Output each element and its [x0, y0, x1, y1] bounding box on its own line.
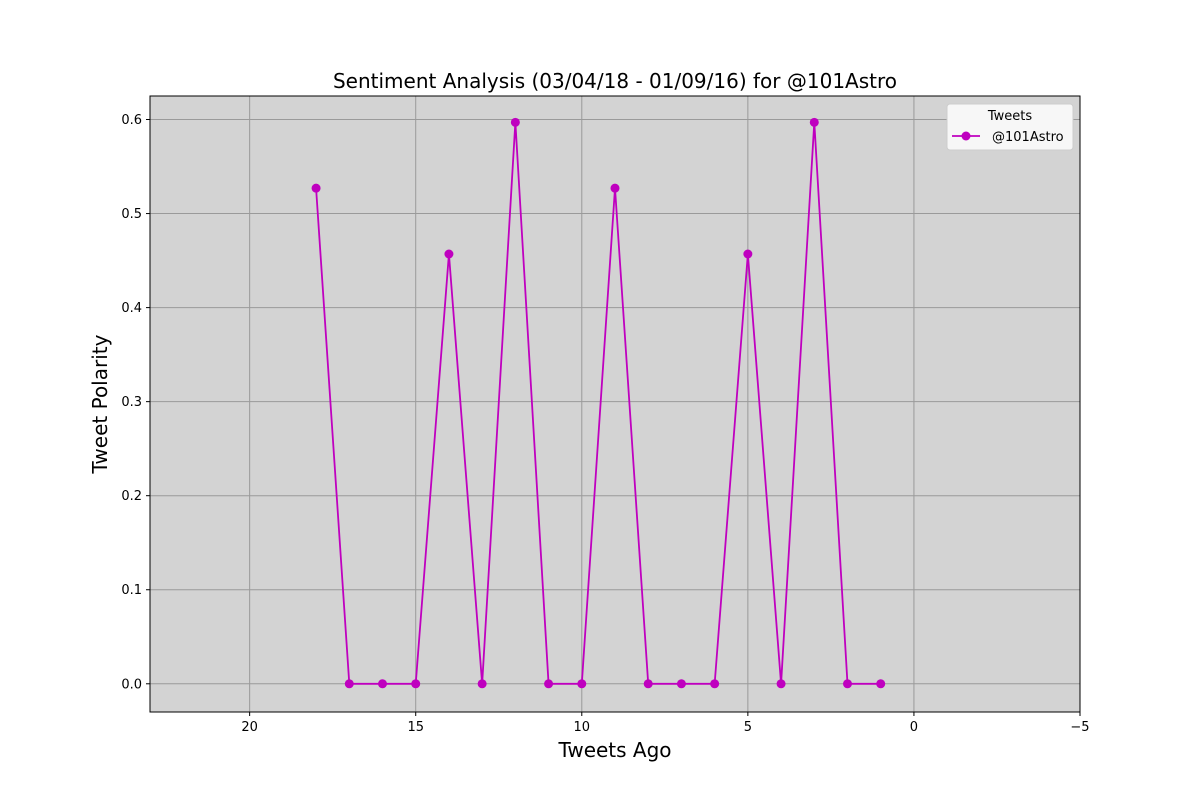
- legend: Tweets @101Astro: [946, 103, 1074, 151]
- data-point: [776, 679, 786, 689]
- data-point: [344, 679, 354, 689]
- data-point: [876, 679, 886, 689]
- plot-frame: [149, 95, 1081, 713]
- x-tick-label: 15: [407, 720, 424, 735]
- data-point: [411, 679, 421, 689]
- x-axis-label: Tweets Ago: [557, 738, 671, 762]
- x-tick-label: −5: [1070, 720, 1089, 735]
- y-tick-label: 0.3: [121, 395, 142, 410]
- y-tick-label: 0.5: [121, 207, 142, 222]
- y-tick-label: 0.2: [121, 489, 142, 504]
- data-point: [477, 679, 487, 689]
- y-axis-ticks: 0.0 0.1 0.2 0.3 0.4 0.5 0.6: [121, 113, 150, 692]
- data-point: [843, 679, 852, 689]
- legend-box: [946, 103, 1074, 151]
- y-tick-label: 0.0: [121, 677, 142, 692]
- y-axis-label: Tweet Polarity: [88, 334, 112, 474]
- chart-title: Sentiment Analysis (03/04/18 - 01/09/16)…: [333, 69, 897, 93]
- series-line: [315, 121, 881, 685]
- data-point: [743, 249, 753, 259]
- x-tick-label: 20: [241, 720, 258, 735]
- data-point: [710, 679, 720, 689]
- data-point: [544, 679, 554, 689]
- data-point: [676, 679, 686, 689]
- data-point: [311, 183, 321, 193]
- series-layer: [311, 117, 886, 689]
- legend-marker-swatch: [961, 131, 971, 141]
- data-point: [809, 117, 819, 127]
- x-tick-label: 0: [910, 720, 918, 735]
- legend-series-label: @101Astro: [992, 130, 1064, 145]
- x-tick-label: 10: [574, 720, 591, 735]
- data-point: [643, 679, 653, 689]
- x-axis-ticks: 20 15 10 5 0 −5: [241, 712, 1090, 735]
- data-point: [577, 679, 587, 689]
- data-point: [610, 183, 620, 193]
- data-point: [510, 117, 520, 127]
- legend-title: Tweets: [987, 109, 1033, 124]
- data-point: [444, 249, 454, 259]
- y-tick-label: 0.6: [121, 113, 142, 128]
- x-tick-label: 5: [744, 720, 752, 735]
- data-point: [378, 679, 387, 689]
- y-tick-label: 0.4: [121, 301, 142, 316]
- y-tick-label: 0.1: [121, 583, 142, 598]
